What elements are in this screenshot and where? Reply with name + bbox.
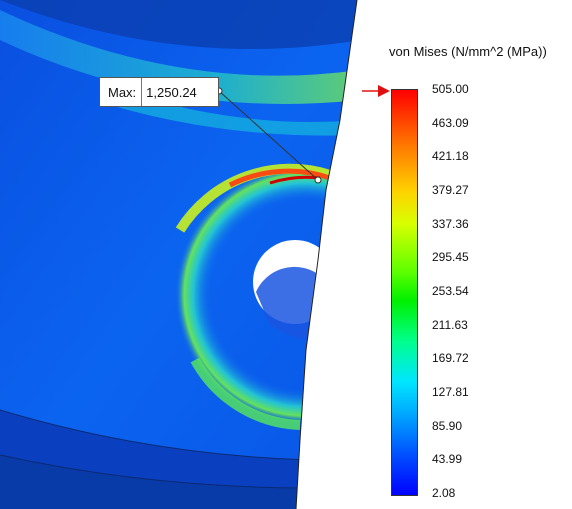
legend-tick-label: 253.54 [432, 284, 469, 298]
legend-marker-arrow-icon[interactable] [362, 85, 390, 97]
max-point-marker [314, 176, 322, 184]
legend-tick-label: 505.00 [432, 82, 469, 96]
legend-title: von Mises (N/mm^2 (MPa)) [389, 44, 547, 59]
legend-tick-label: 127.81 [432, 385, 469, 399]
legend-colorbar [391, 89, 418, 496]
legend-tick-label: 2.08 [432, 486, 456, 500]
legend-tick-label: 463.09 [432, 115, 469, 130]
legend-tick-label: 169.72 [432, 351, 469, 366]
legend-tick-label: 295.45 [432, 250, 469, 265]
legend-tick-label: 337.36 [432, 216, 469, 231]
max-callout-value: 1,250.24 [146, 84, 197, 100]
legend-tick-label: 43.99 [432, 452, 463, 467]
max-callout-label: Max: [100, 78, 143, 106]
max-leader-line [218, 90, 319, 181]
max-callout[interactable]: Max: 1,250.24 [99, 77, 219, 107]
legend-tick-label: 379.27 [432, 183, 469, 197]
legend-tick-label: 85.90 [432, 418, 463, 433]
legend-tick-label: 211.63 [432, 317, 468, 332]
part-edge-outline [295, 0, 358, 509]
legend-tick-label: 421.18 [432, 149, 469, 164]
